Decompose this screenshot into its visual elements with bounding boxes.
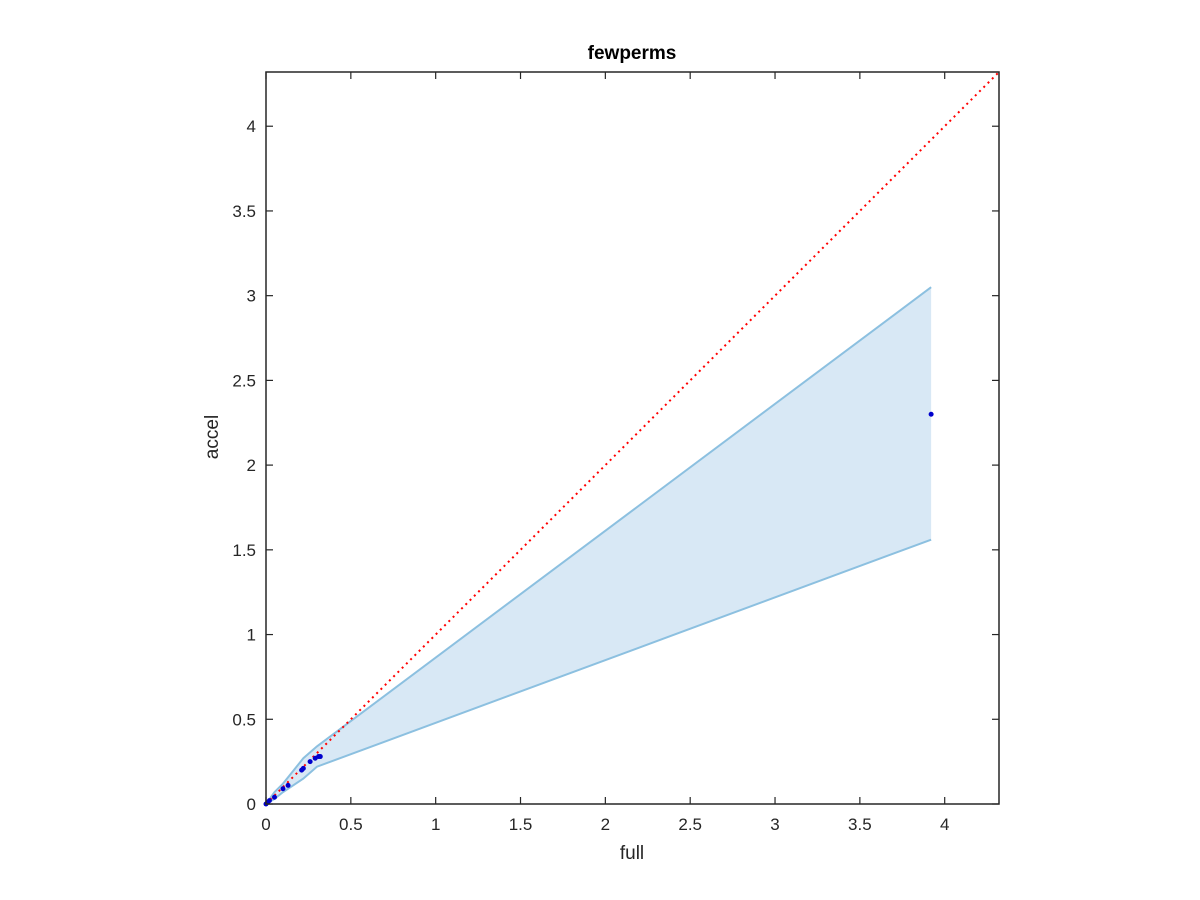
data-point [307,759,313,765]
data-point [317,754,323,760]
confidence-band [265,286,932,805]
data-points [263,411,934,807]
y-tick-label: 4 [247,117,256,136]
data-point [300,765,306,771]
data-point [285,782,291,788]
axes [265,71,1000,805]
x-tick-label: 0.5 [339,815,363,834]
data-point [271,794,277,800]
x-tick-label: 3.5 [848,815,872,834]
y-tick-label: 3.5 [232,202,256,221]
x-tick-label: 0 [261,815,270,834]
band-fill [266,287,932,804]
data-point [928,411,934,417]
tick-labels: 0 0.5 1 1.5 2 2.5 3 3.5 4 0 0.5 1 1.5 2 2.5 3 3.5 4 [232,117,949,834]
x-tick-label: 2.5 [678,815,702,834]
y-tick-label: 3 [247,287,256,306]
axes-box [265,71,1000,805]
band-upper-line [265,286,932,805]
y-tick-label: 2 [247,456,256,475]
x-tick-label: 3 [770,815,779,834]
reference-diagonal [265,71,1000,805]
data-point [280,786,286,792]
x-tick-label: 4 [940,815,949,834]
y-tick-label: 1 [247,626,256,645]
y-tick-label: 0 [247,795,256,814]
y-axis-label: accel [202,415,223,459]
y-tick-label: 2.5 [232,371,256,390]
tick-marks [265,72,999,805]
data-point [266,798,272,804]
band-lower-line [265,538,932,805]
x-tick-label: 1 [431,815,440,834]
y-tick-label: 1.5 [232,541,256,560]
y-tick-label: 0.5 [232,710,256,729]
x-tick-label: 2 [601,815,610,834]
chart-title: fewperms [588,43,677,64]
reference-line [265,71,1000,805]
x-axis-label: full [620,843,644,864]
x-tick-label: 1.5 [509,815,533,834]
